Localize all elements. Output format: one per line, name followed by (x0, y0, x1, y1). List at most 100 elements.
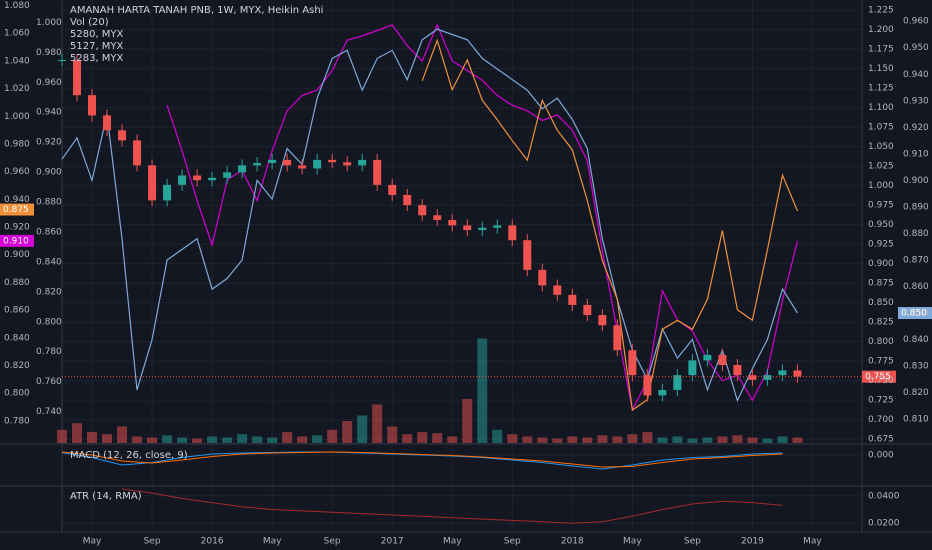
volume-bar (387, 426, 398, 443)
x-tick-label: Sep (144, 537, 161, 547)
legend-entry: 5127, MYX (70, 41, 124, 52)
candle (343, 162, 352, 166)
y-tick-label: 0.840 (36, 257, 62, 267)
price-badge-label: 0.850 (901, 309, 927, 319)
x-tick-label: May (803, 537, 822, 547)
y-tick-label: 0.940 (903, 70, 929, 80)
series-line (166, 23, 799, 412)
candle (298, 165, 307, 169)
candle (388, 184, 397, 195)
price-badge (0, 234, 34, 247)
candle (328, 159, 337, 163)
candle (493, 225, 502, 228)
y-tick-label: 0.810 (903, 415, 929, 425)
y-tick-label: 0.850 (868, 298, 894, 308)
y-tick-label: 0.820 (903, 388, 929, 398)
candle (253, 163, 262, 166)
volume-bar (72, 423, 83, 443)
y-tick-label: 0.840 (4, 333, 30, 343)
volume-bar (477, 338, 488, 443)
y-tick-label: 1.000 (36, 18, 62, 28)
volume-bar (762, 438, 773, 443)
candle (688, 360, 697, 376)
candle (358, 159, 367, 166)
volume-bar (447, 436, 458, 443)
volume-bar (357, 415, 368, 443)
candle (148, 165, 157, 201)
y-tick-label: 0.725 (868, 396, 894, 406)
y-tick-label: 0.675 (868, 435, 894, 445)
volume-bar (552, 438, 563, 443)
volume-bar (57, 429, 67, 443)
series-line (61, 28, 799, 403)
volume-bar (582, 437, 593, 443)
y-tick-label: 1.040 (4, 56, 30, 66)
legend-entry: 5280, MYX (70, 29, 124, 40)
y-tick-label: 0.700 (868, 415, 894, 425)
candle (268, 159, 277, 164)
y-tick-label: 0.980 (36, 48, 62, 58)
x-tick-label: 2018 (561, 537, 584, 547)
y-tick-label: 0.800 (868, 337, 894, 347)
y-tick-label: 0.850 (903, 309, 929, 319)
y-tick-label: 1.000 (868, 181, 894, 191)
volume-bar (657, 437, 668, 443)
candle (178, 175, 187, 185)
y-tick-label: 1.100 (868, 103, 894, 113)
y-tick-label: 0.760 (36, 377, 62, 387)
volume-bar (327, 429, 338, 443)
volume-bar (267, 437, 278, 443)
volume-bar (402, 434, 413, 443)
legend-entry: Vol (20) (70, 17, 109, 28)
volume-bar (462, 399, 473, 443)
y-tick-label: 0.910 (903, 149, 929, 159)
candle (508, 225, 517, 241)
y-tick-label: 0.950 (903, 43, 929, 53)
candle (628, 350, 637, 376)
candle (643, 375, 652, 396)
price-badge-label: 0.910 (3, 236, 29, 246)
y-tick-label: 0.900 (903, 176, 929, 186)
volume-bar (792, 437, 803, 443)
y-tick-label: 0.925 (868, 240, 894, 250)
volume-bar (147, 437, 158, 443)
candle (418, 205, 427, 216)
y-tick-label: 0.975 (868, 201, 894, 211)
volume-bar (567, 436, 578, 443)
price-badge (0, 203, 34, 216)
y-tick-label: 0.860 (4, 306, 30, 316)
y-tick-label: 1.175 (868, 45, 894, 55)
volume-bar (597, 435, 608, 443)
candle (223, 172, 232, 178)
y-tick-label: 0.820 (36, 287, 62, 297)
y-tick-label: 1.125 (868, 84, 894, 94)
candle (58, 60, 66, 62)
candle (403, 194, 412, 206)
y-tick-label: 0.920 (4, 223, 30, 233)
series-line (121, 488, 783, 524)
candle (778, 370, 787, 376)
candle (73, 60, 82, 96)
series-line (61, 451, 783, 468)
volume-bar (87, 432, 98, 443)
x-tick-label: May (263, 537, 282, 547)
candle (553, 285, 562, 295)
y-tick-label: 0.0400 (868, 491, 900, 501)
y-tick-label: 1.025 (868, 162, 894, 172)
pane-title: ATR (14, RMA) (70, 491, 142, 502)
candle (748, 375, 757, 380)
x-tick-label: Sep (324, 537, 341, 547)
candle (373, 159, 382, 185)
volume-bar (372, 404, 383, 443)
x-tick-label: May (623, 537, 642, 547)
volume-bar (687, 438, 698, 443)
y-tick-label: 0.880 (903, 229, 929, 239)
candle (118, 130, 127, 141)
y-tick-label: 1.075 (868, 123, 894, 133)
y-tick-label: 0.930 (903, 96, 929, 106)
y-tick-label: 1.200 (868, 25, 894, 35)
y-tick-label: 0.890 (903, 202, 929, 212)
y-tick-label: 0.875 (868, 279, 894, 289)
y-tick-label: 0.740 (36, 407, 62, 417)
